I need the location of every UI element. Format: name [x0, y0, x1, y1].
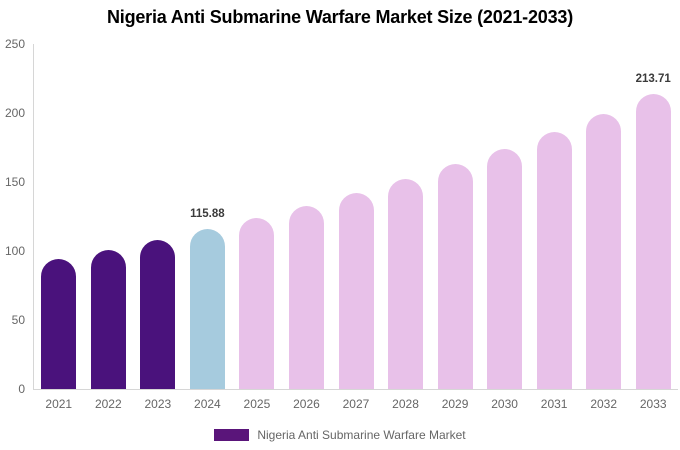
- y-tick-label: 250: [4, 36, 25, 51]
- value-label-2033: 213.71: [635, 73, 671, 86]
- x-tick-label: 2031: [540, 397, 568, 411]
- y-tick-label: 100: [4, 243, 25, 258]
- bar-2021[interactable]: [41, 259, 77, 389]
- legend-item[interactable]: Nigeria Anti Submarine Warfare Market: [0, 427, 680, 443]
- legend-label: Nigeria Anti Submarine Warfare Market: [257, 428, 466, 442]
- x-tick-label: 2021: [45, 397, 73, 411]
- bar-2029[interactable]: [437, 164, 473, 389]
- bar-2031[interactable]: [536, 131, 572, 389]
- x-tick-label: 2027: [342, 397, 370, 411]
- x-tick-label: 2030: [491, 397, 518, 411]
- x-tick-label: 2025: [243, 397, 271, 411]
- bar-2030[interactable]: [487, 148, 523, 389]
- chart-title: Nigeria Anti Submarine Warfare Market Si…: [106, 7, 574, 27]
- x-tick-label: 2023: [144, 397, 172, 411]
- x-axis-line: [33, 389, 678, 390]
- y-axis-line: [33, 44, 34, 389]
- x-tick-label: 2024: [194, 397, 221, 411]
- y-tick-label: 150: [4, 174, 25, 189]
- bar-2023[interactable]: [140, 239, 176, 389]
- x-tick-label: 2022: [94, 397, 122, 411]
- y-tick-label: 200: [4, 105, 25, 120]
- bar-2024[interactable]: [189, 229, 225, 389]
- bar-2028[interactable]: [388, 179, 424, 389]
- value-label-2024: 115.88: [190, 208, 225, 221]
- y-tick-label: 0: [18, 381, 25, 396]
- bar-2033[interactable]: [635, 94, 671, 389]
- x-tick-label: 2032: [590, 397, 618, 411]
- x-tick-label: 2029: [441, 397, 469, 411]
- x-tick-label: 2028: [392, 397, 419, 411]
- y-tick-label: 50: [11, 312, 25, 327]
- bar-2025[interactable]: [239, 217, 275, 389]
- bar-2026[interactable]: [288, 205, 324, 389]
- bar-2032[interactable]: [586, 113, 622, 389]
- legend-swatch: [214, 429, 250, 441]
- x-tick-label: 2033: [639, 397, 667, 411]
- bar-2022[interactable]: [90, 249, 126, 389]
- x-tick-label: 2026: [293, 397, 320, 411]
- bar-2027[interactable]: [338, 193, 374, 389]
